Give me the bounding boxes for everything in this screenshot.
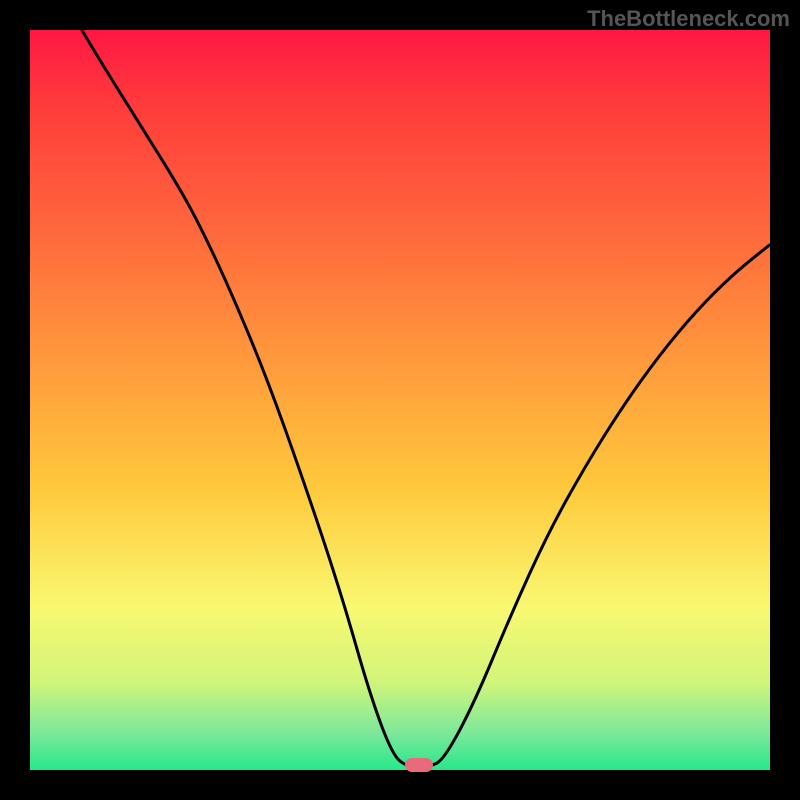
optimal-point-marker	[405, 758, 433, 772]
chart-background-gradient	[30, 30, 770, 770]
chart-container: TheBottleneck.com	[0, 0, 800, 800]
source-watermark: TheBottleneck.com	[587, 6, 790, 32]
